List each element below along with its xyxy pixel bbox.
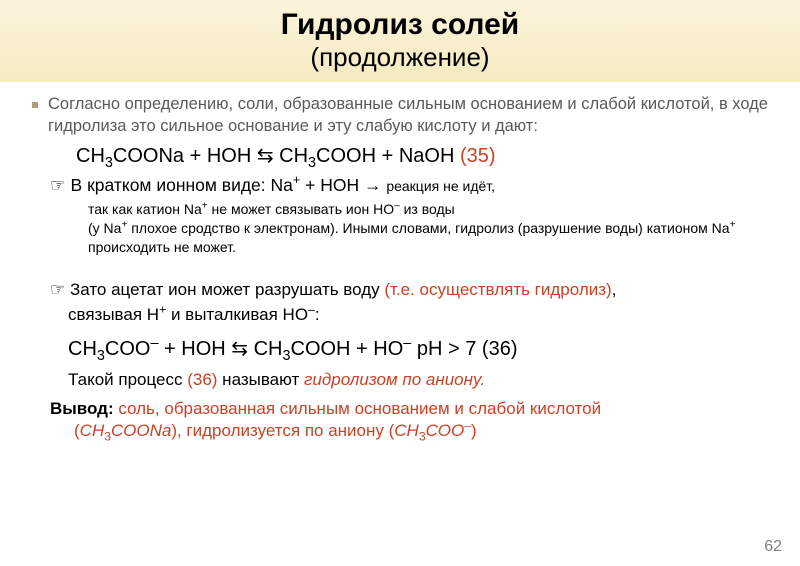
process-text: Такой процесс: [68, 370, 187, 389]
ionic-body: Na: [271, 175, 293, 195]
eq-part: CH: [68, 338, 97, 360]
eq-number: (36): [482, 338, 518, 360]
anion-section: ☞ Зато ацетат ион может разрушать воду (…: [32, 279, 768, 443]
eq-sub: 3: [97, 348, 105, 364]
eq-part: COOH + HO: [291, 338, 404, 360]
note-text: не может связывать ион: [208, 201, 373, 217]
anion-text: ,: [612, 280, 617, 299]
cf-part: СН: [80, 421, 105, 440]
anion-text: ☞ Зато ацетат ион может разрушать воду: [50, 280, 384, 299]
content-area: Согласно определению, соли, образованные…: [0, 82, 800, 442]
note-text: плохое сродство к электронам). Иными сло…: [127, 220, 729, 236]
cf-sup: –: [464, 419, 471, 433]
note-text: HO: [373, 201, 394, 217]
eq-part: + HOH ⇆ CH: [158, 338, 282, 360]
anion-line-1: ☞ Зато ацетат ион может разрушать воду (…: [50, 279, 768, 302]
anion-text: и выталкивая НO: [166, 305, 308, 324]
conclusion-line-1: Вывод: соль, образованная сильным основа…: [50, 398, 768, 420]
slide-subtitle: (продолжение): [0, 43, 800, 73]
ionic-tail: реакция не идёт,: [386, 178, 495, 194]
ionic-body: + HOH →: [300, 175, 386, 195]
eq-part: COONa + HOH ⇆ CH: [113, 145, 308, 167]
intro-text: Согласно определению, соли, образованные…: [48, 94, 768, 137]
intro-bullet-row: Согласно определению, соли, образованные…: [32, 94, 768, 137]
conclusion-formula-2: СН3СОО–: [394, 421, 471, 440]
eq-part: CH: [76, 145, 105, 167]
cf-part: СН: [394, 421, 419, 440]
anion-highlight: (т.е. осуществлять гидролиз): [384, 280, 611, 299]
note-block: так как катион Na + не может связывать ио…: [88, 200, 768, 257]
process-line: Такой процесс (36) называют гидролизом п…: [68, 369, 768, 392]
process-text: называют: [217, 370, 304, 389]
process-num: (36): [187, 370, 217, 389]
anion-text: связывая H: [68, 305, 159, 324]
equation-36: CH3COO– + HOH ⇆ CH3COOH + HO– pH > 7 (36…: [68, 336, 768, 363]
anion-text: :: [315, 305, 320, 324]
conclusion-text: соль, образованная сильным основанием и …: [114, 399, 601, 418]
eq-part: COOH + NaOH: [316, 145, 460, 167]
conclusion-line-2: (СН3СООNa), гидролизуется по аниону (СН3…: [74, 420, 768, 442]
eq-part: COO: [105, 338, 151, 360]
conclusion-mid: ), гидролизуется по аниону (: [171, 421, 394, 440]
note-sup: +: [730, 219, 736, 230]
equation-35: CH3COONa + HOH ⇆ CH3COOH + NaOH (35): [76, 143, 768, 170]
anion-line-2: связывая H+ и выталкивая НO–:: [68, 304, 768, 327]
cf-sub: 3: [419, 430, 426, 444]
note-text: происходить не может.: [88, 239, 236, 255]
eq-sub: 3: [282, 348, 290, 364]
eq-part: pH > 7: [411, 338, 482, 360]
ionic-prefix: ☞ В кратком ионном виде:: [50, 175, 271, 195]
eq-sub: 3: [308, 155, 316, 171]
conclusion-lead: Вывод:: [50, 399, 114, 418]
eq-number: (35): [460, 145, 496, 167]
cf-part: СОО: [426, 421, 465, 440]
bullet-icon: [32, 102, 38, 108]
cf-part: СООNa: [111, 421, 171, 440]
page-number: 62: [764, 538, 782, 556]
note-text: из воды: [400, 201, 455, 217]
conclusion-formula: (СН3СООNa: [74, 421, 171, 440]
note-text: (у Na: [88, 220, 121, 236]
eq-sub: 3: [105, 155, 113, 171]
process-term: гидролизом по аниону.: [304, 370, 485, 389]
ionic-line: ☞ В кратком ионном виде: Na+ + HOH → реа…: [50, 174, 768, 198]
anion-sup: –: [308, 302, 315, 316]
note-text: так как катион Na: [88, 201, 202, 217]
conclusion-tail: ): [471, 421, 477, 440]
slide-title: Гидролиз солей: [0, 8, 800, 43]
title-band: Гидролиз солей (продолжение): [0, 0, 800, 82]
